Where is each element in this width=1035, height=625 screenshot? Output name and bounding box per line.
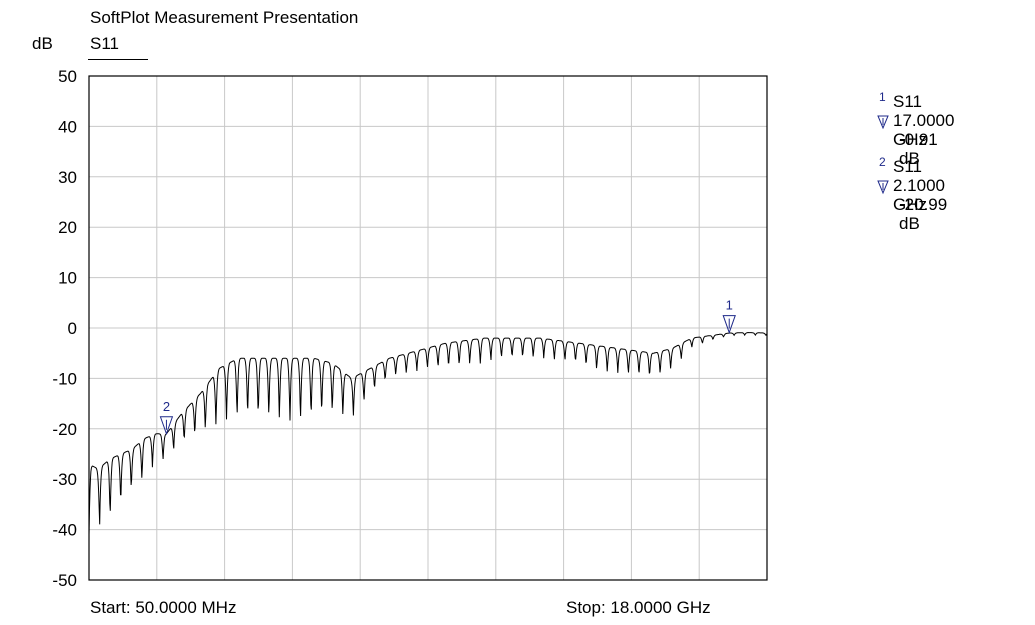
- marker-triangle-icon: [877, 180, 889, 195]
- marker-1-number: 1: [879, 90, 886, 104]
- marker-triangle-icon: [877, 115, 889, 130]
- y-tick-label: 20: [58, 218, 77, 237]
- marker-1-frequency: 17.0000 GHz: [893, 111, 955, 149]
- trace-label-underline: [88, 59, 148, 60]
- marker-1-chart-label: 1: [726, 298, 733, 313]
- y-tick-label: -50: [52, 571, 77, 590]
- y-tick-label: 10: [58, 269, 77, 288]
- y-tick-label: -20: [52, 420, 77, 439]
- chart-title: SoftPlot Measurement Presentation: [90, 8, 359, 27]
- s11-trace-line: [88, 331, 768, 535]
- y-tick-label: 0: [68, 319, 77, 338]
- stop-frequency-label: Stop: 18.0000 GHz: [566, 598, 711, 617]
- trace-label[interactable]: S11: [90, 34, 119, 53]
- marker-1-on-chart: 1: [722, 298, 736, 335]
- marker-2-value: -20.99 dB: [899, 195, 948, 233]
- marker-2-chart-label: 2: [163, 399, 170, 414]
- y-tick-label: -10: [52, 369, 77, 388]
- marker-2-frequency: 2.1000 GHz: [893, 176, 945, 214]
- marker-1-value: -0.91 dB: [899, 130, 938, 168]
- start-frequency-label: Start: 50.0000 MHz: [90, 598, 237, 617]
- plot-grid: [89, 76, 767, 580]
- marker-triangle-icon: [722, 315, 736, 335]
- y-tick-label: 40: [58, 117, 77, 136]
- y-tick-label: 50: [58, 67, 77, 86]
- chart-markers: 12: [159, 298, 736, 436]
- marker-triangle-icon: [159, 416, 174, 436]
- plot-frame: [88, 75, 768, 581]
- y-tick-label: -40: [52, 521, 77, 540]
- marker-2-number: 2: [879, 155, 886, 169]
- marker-2-trace: S11: [893, 157, 922, 176]
- marker-2-on-chart: 2: [159, 399, 174, 436]
- y-tick-label: 30: [58, 168, 77, 187]
- y-tick-label: -30: [52, 470, 77, 489]
- y-axis-unit-label: dB: [32, 34, 53, 53]
- marker-1-trace: S11: [893, 92, 922, 111]
- y-tick-labels: 50 40 30 20 10 0 -10 -20 -30 -40 -50: [52, 67, 77, 590]
